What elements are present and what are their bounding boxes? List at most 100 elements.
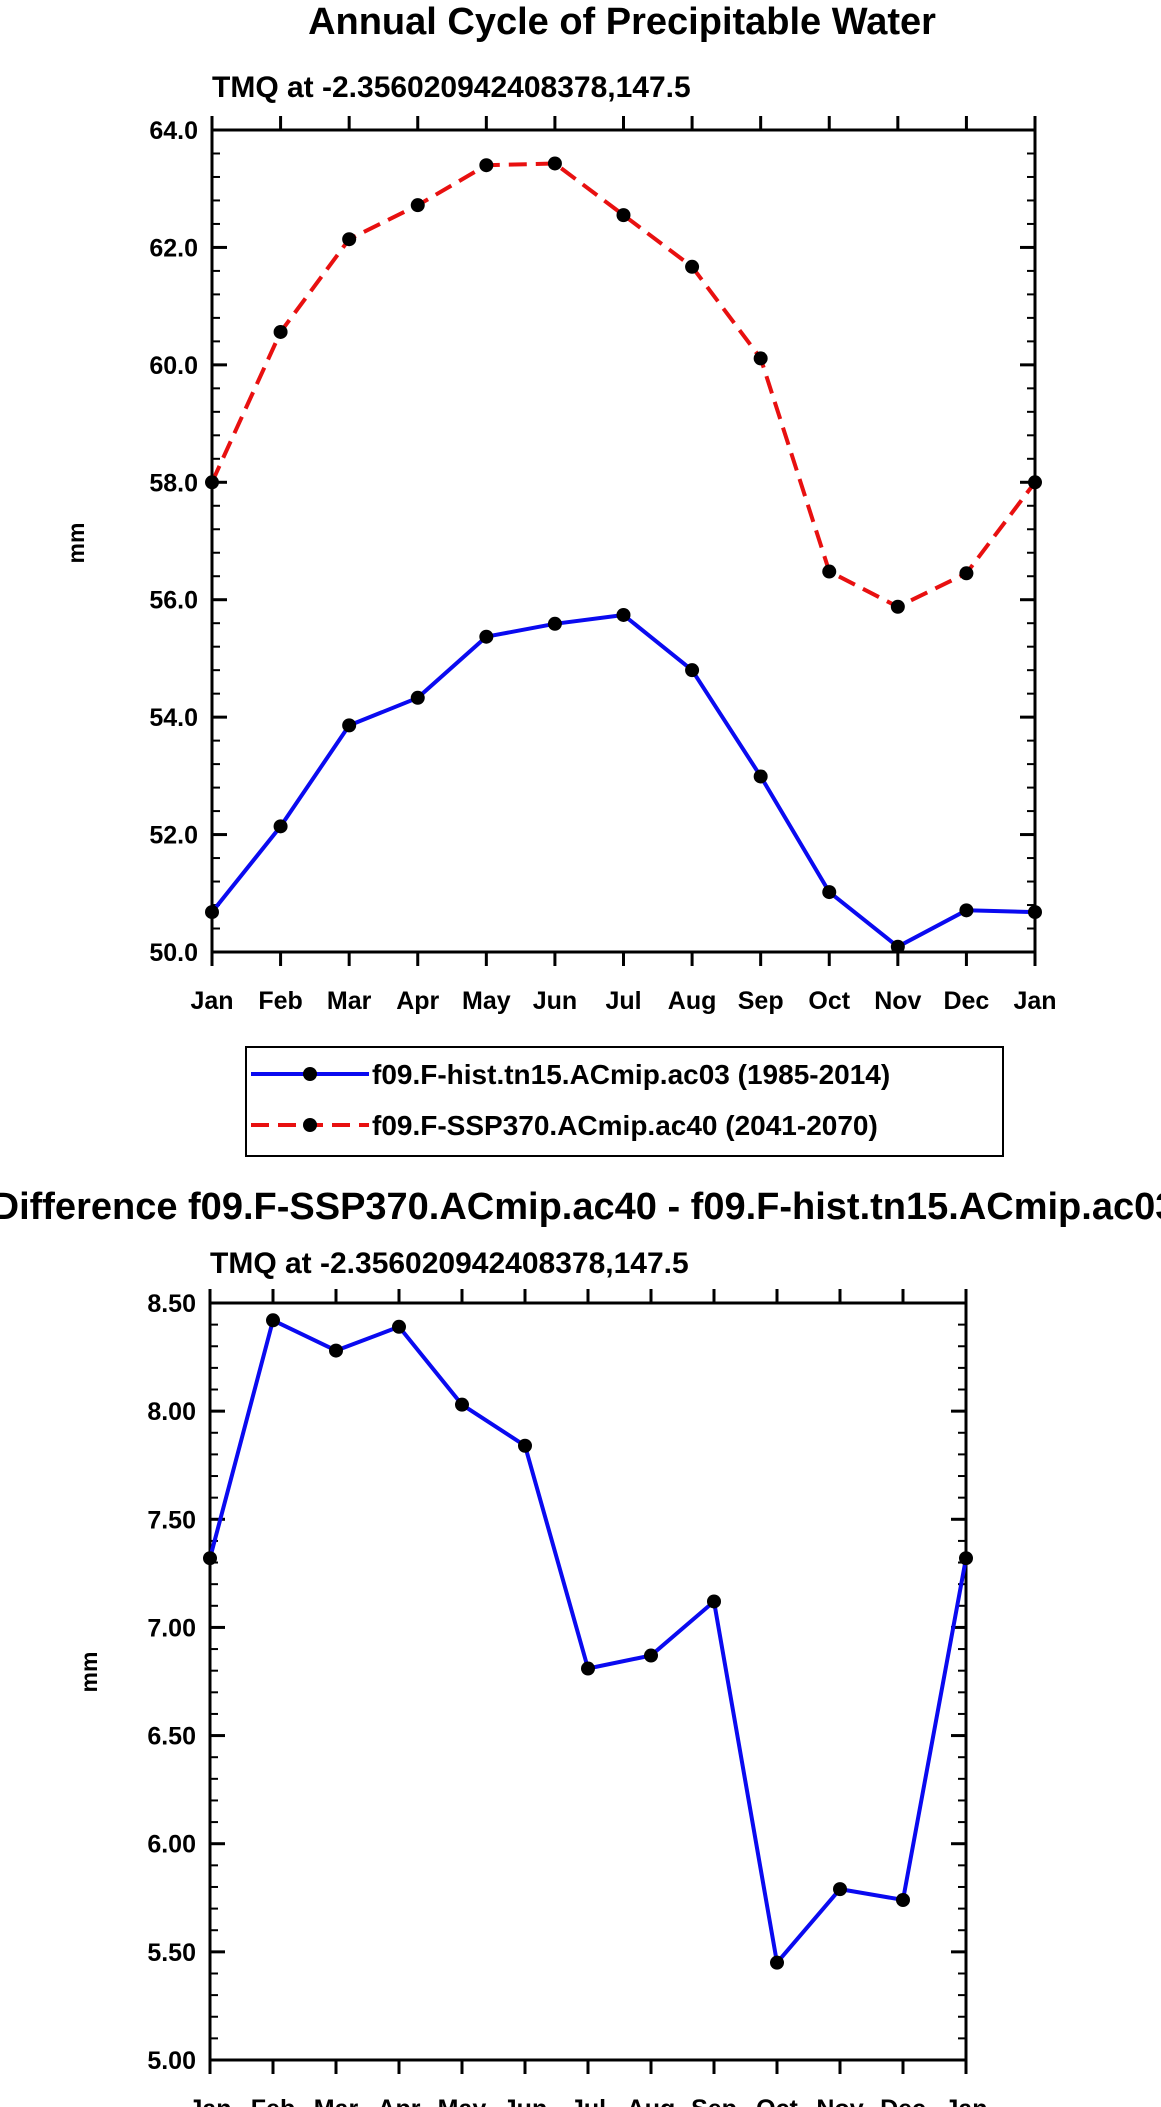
x-tick-label: May: [438, 2095, 487, 2107]
x-tick-label: Jan: [944, 2095, 987, 2107]
data-point-1: [890, 599, 905, 614]
data-point-0: [959, 903, 974, 918]
y-tick-label: 7.50: [147, 1506, 196, 1534]
y-tick-label: 7.00: [147, 1614, 196, 1642]
x-tick-label: Dec: [943, 987, 989, 1015]
data-point-0: [273, 819, 288, 834]
data-point-0: [581, 1661, 595, 1676]
x-tick-label: Feb: [251, 2095, 295, 2107]
legend-entry-ssp: f09.F-SSP370.ACmip.ac40 (2041-2070): [251, 1110, 878, 1141]
plot-frame: [208, 1301, 968, 2062]
x-tick-label: Dec: [880, 2095, 926, 2107]
chart-subtitle: TMQ at -2.356020942408378,147.5: [210, 1247, 689, 1280]
chart-subtitle: TMQ at -2.356020942408378,147.5: [212, 71, 691, 104]
legend-entry-hist: f09.F-hist.tn15.ACmip.ac03 (1985-2014): [251, 1059, 890, 1090]
chart-title: Difference f09.F-SSP370.ACmip.ac40 - f09…: [0, 1186, 1161, 1228]
data-point-0: [896, 1892, 910, 1907]
data-point-0: [707, 1594, 721, 1609]
legend-label-ssp: f09.F-SSP370.ACmip.ac40 (2041-2070): [372, 1110, 878, 1141]
data-point-1: [1028, 475, 1042, 490]
data-point-0: [644, 1648, 658, 1663]
data-point-0: [833, 1882, 847, 1897]
x-tick-label: May: [462, 987, 511, 1015]
x-tick-label: Sep: [738, 987, 784, 1015]
legend-marker-ssp: [303, 1118, 317, 1132]
data-point-0: [329, 1343, 343, 1358]
data-point-0: [685, 663, 700, 678]
data-point-1: [479, 158, 494, 173]
data-point-0: [616, 607, 631, 622]
y-tick-label: 8.00: [147, 1398, 196, 1426]
y-tick-label: 52.0: [149, 822, 198, 850]
y-axis-title: mm: [76, 1652, 102, 1693]
data-point-0: [392, 1319, 406, 1334]
x-tick-label: Jan: [188, 2095, 231, 2107]
x-tick-label: Jan: [190, 987, 233, 1015]
data-point-1: [342, 232, 357, 247]
data-point-0: [547, 616, 562, 631]
data-point-1: [410, 198, 425, 213]
y-tick-label: 56.0: [149, 587, 198, 615]
y-tick-label: 62.0: [149, 234, 198, 262]
data-point-0: [205, 905, 219, 920]
data-point-0: [890, 939, 905, 954]
x-tick-label: Aug: [668, 987, 717, 1015]
data-point-0: [455, 1397, 469, 1412]
x-tick-label: Oct: [756, 2095, 798, 2107]
x-tick-label: Jun: [503, 2095, 547, 2107]
y-tick-label: 50.0: [149, 939, 198, 967]
x-tick-label: Jul: [605, 987, 641, 1015]
data-point-0: [770, 1955, 784, 1970]
y-tick-label: 64.0: [149, 117, 198, 145]
data-point-0: [410, 690, 425, 705]
x-tick-label: Mar: [327, 987, 372, 1015]
y-tick-label: 54.0: [149, 704, 198, 732]
data-point-1: [822, 564, 837, 579]
legend-box: [245, 1046, 1004, 1157]
annual-cycle-chart: Annual Cycle of Precipitable Water TMQ a…: [63, 1, 1057, 1157]
y-tick-label: 58.0: [149, 469, 198, 497]
x-tick-label: Oct: [808, 987, 850, 1015]
plot-frame: [210, 128, 1037, 954]
y-tick-label: 5.50: [147, 1939, 196, 1967]
data-point-0: [1028, 905, 1042, 920]
data-point-0: [822, 885, 837, 900]
x-tick-label: Apr: [396, 987, 439, 1015]
y-tick-label: 6.00: [147, 1831, 196, 1859]
x-tick-label: Nov: [816, 2095, 863, 2107]
y-tick-label: 8.50: [147, 1290, 196, 1318]
x-tick-label: Jan: [1013, 987, 1056, 1015]
chart-title: Annual Cycle of Precipitable Water: [308, 1, 936, 43]
data-point-1: [959, 566, 974, 581]
data-point-0: [959, 1551, 973, 1566]
data-point-1: [616, 208, 631, 223]
series-line-1: [210, 161, 1037, 609]
difference-chart: Difference f09.F-SSP370.ACmip.ac40 - f09…: [0, 1186, 1161, 2107]
data-point-1: [273, 324, 288, 339]
x-tick-label: Nov: [874, 987, 921, 1015]
data-point-0: [479, 629, 494, 644]
x-tick-label: Sep: [691, 2095, 737, 2107]
x-tick-label: Feb: [258, 987, 302, 1015]
y-tick-label: 60.0: [149, 352, 198, 380]
legend: f09.F-hist.tn15.ACmip.ac03 (1985-2014) f…: [245, 1046, 1004, 1157]
data-point-0: [518, 1438, 532, 1453]
data-point-0: [266, 1313, 280, 1328]
data-point-0: [753, 769, 768, 784]
data-point-0: [203, 1551, 217, 1566]
legend-label-hist: f09.F-hist.tn15.ACmip.ac03 (1985-2014): [372, 1059, 890, 1090]
data-point-1: [685, 259, 700, 274]
data-point-1: [205, 475, 219, 490]
x-tick-label: Aug: [627, 2095, 676, 2107]
series-line-0: [208, 1318, 968, 1965]
x-tick-label: Jul: [570, 2095, 606, 2107]
y-tick-label: 5.00: [147, 2047, 196, 2075]
legend-marker-hist: [303, 1067, 317, 1081]
series-line-0: [210, 613, 1036, 949]
data-point-1: [753, 351, 768, 366]
y-axis-title: mm: [63, 523, 89, 564]
y-tick-label: 6.50: [147, 1723, 196, 1751]
x-tick-label: Apr: [377, 2095, 420, 2107]
x-tick-label: Mar: [314, 2095, 359, 2107]
